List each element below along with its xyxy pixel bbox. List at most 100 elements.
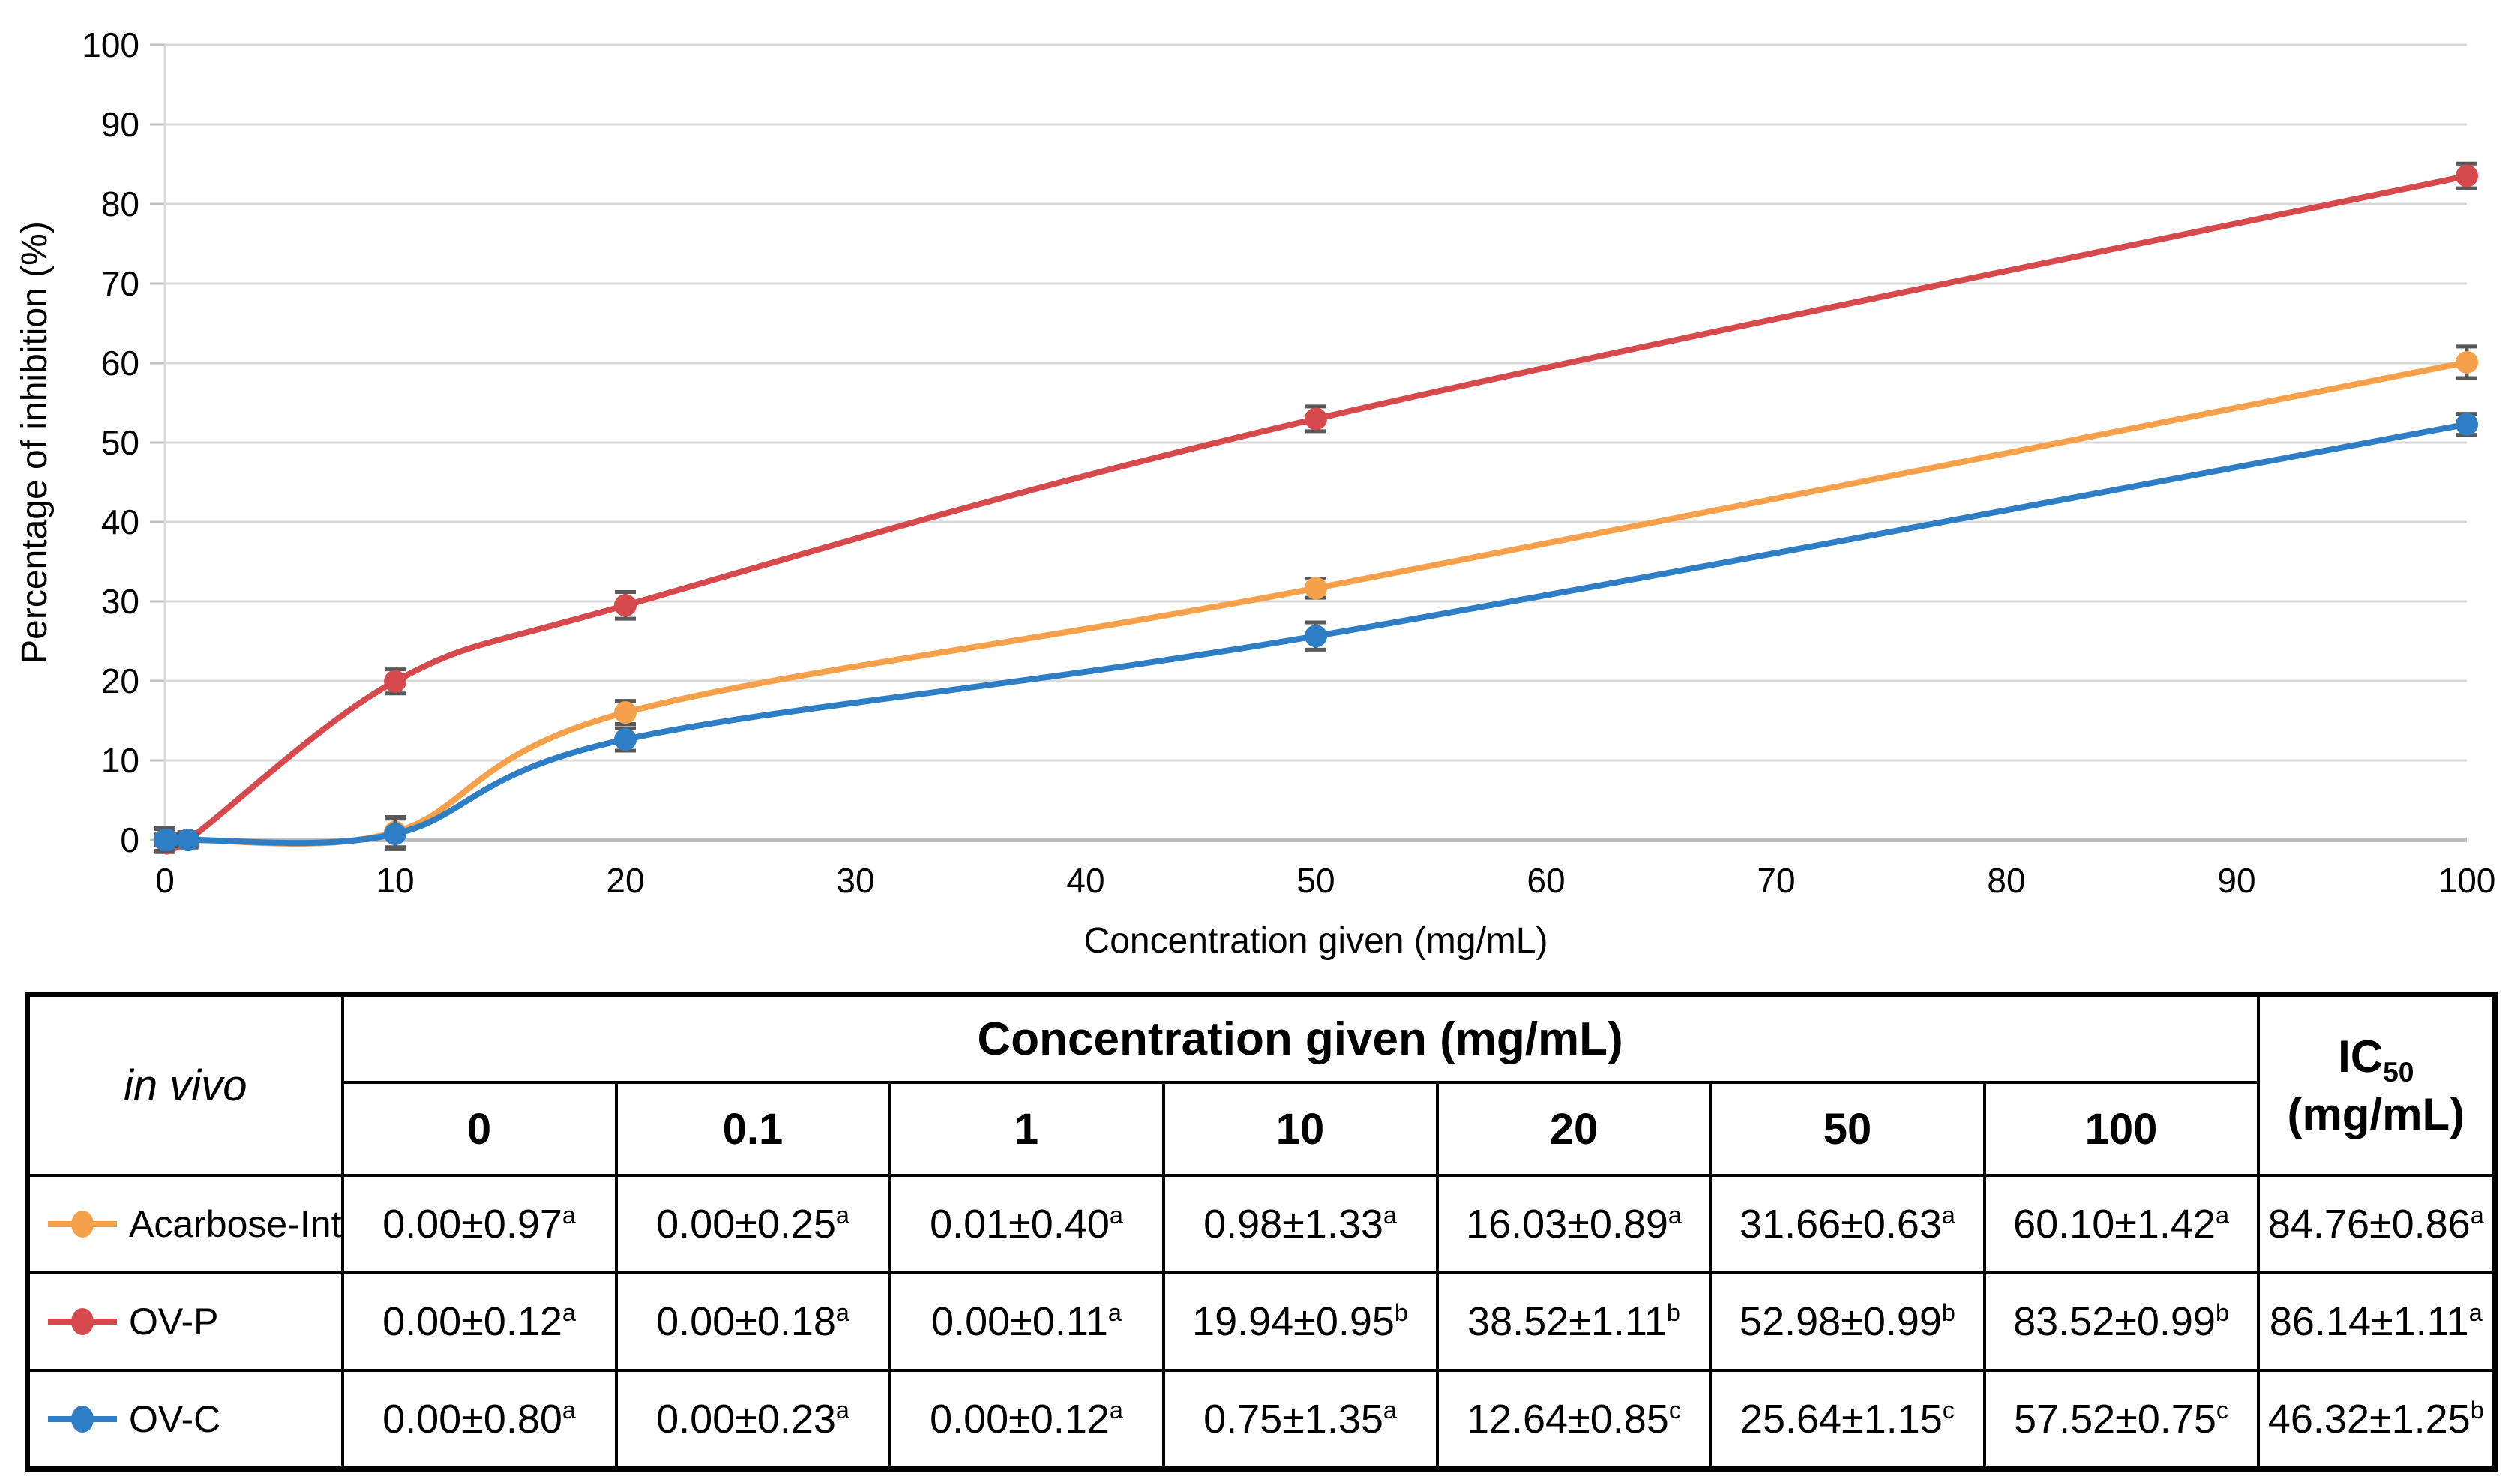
significance-superscript: c: [1668, 1396, 1682, 1424]
ic50-header-rest: (mg/mL): [2287, 1089, 2465, 1139]
y-tick-label: 60: [101, 344, 139, 382]
value-cell: 0.98±1.33a: [1161, 1174, 1439, 1274]
value-cell: 0.00±0.18a: [614, 1271, 891, 1372]
value-cell: 31.66±0.63a: [1709, 1174, 1986, 1274]
x-tick-label: 70: [1757, 861, 1795, 900]
concentration-column-header: 0.1: [614, 1081, 891, 1177]
data-point-marker: [614, 594, 637, 617]
cell-value: 0.00±0.25a: [656, 1202, 849, 1246]
x-axis-title: Concentration given (mg/mL): [1084, 921, 1548, 960]
cell-value: 0.75±1.35a: [1203, 1396, 1397, 1442]
ic50-header-base: IC: [2338, 1031, 2384, 1082]
significance-superscript: a: [1107, 1299, 1122, 1326]
cell-value: 0.00±0.23a: [656, 1396, 849, 1442]
series-line: [161, 358, 2470, 847]
cell-value: 0.00±0.12a: [382, 1299, 576, 1344]
significance-superscript: a: [2470, 1202, 2484, 1228]
cell-value: 60.10±1.42a: [2013, 1202, 2229, 1246]
group-header: Concentration given (mg/mL): [340, 992, 2260, 1084]
y-tick-label: 70: [101, 264, 139, 303]
significance-superscript: a: [562, 1396, 576, 1424]
value-cell: 60.10±1.42a: [1982, 1174, 2260, 1274]
y-tick-label: 40: [101, 502, 139, 542]
ic50-header-sub: 50: [2383, 1056, 2414, 1088]
significance-superscript: a: [562, 1202, 576, 1228]
significance-superscript: a: [1109, 1202, 1123, 1228]
cell-value: 84.76±0.86a: [2267, 1202, 2484, 1246]
significance-superscript: b: [1666, 1299, 1680, 1326]
y-tick-label: 50: [101, 423, 139, 462]
x-tick-label: 10: [376, 861, 414, 900]
results-table: in vivo Concentration given (mg/mL) IC50…: [25, 992, 2498, 1472]
significance-superscript: b: [1394, 1299, 1408, 1326]
significance-superscript: c: [1942, 1396, 1955, 1424]
cell-value: 0.98±1.33a: [1203, 1202, 1397, 1246]
value-cell: 12.64±0.85c: [1435, 1369, 1712, 1471]
data-point-marker: [384, 670, 406, 693]
data-point-marker: [1305, 577, 1327, 600]
y-tick-label: 0: [120, 820, 139, 860]
data-point-marker: [384, 823, 406, 846]
series-label: Acarbose-Int: [129, 1203, 342, 1245]
cell-value: 0.00±0.11a: [931, 1299, 1122, 1344]
concentration-column-header: 20: [1435, 1081, 1712, 1177]
cell-value: 46.32±1.25b: [2267, 1396, 2484, 1442]
data-point-marker: [2456, 164, 2478, 188]
x-tick-label: 20: [606, 861, 644, 900]
table-row: OV-P 0.00±0.12a 0.00±0.18a 0.00±0.11a 19.94±…: [25, 1271, 2497, 1372]
x-tick-label: 40: [1066, 861, 1104, 900]
value-cell: 38.52±1.11b: [1435, 1271, 1712, 1372]
value-cell: 0.01±0.40a: [888, 1174, 1165, 1274]
legend-marker-icon: [48, 1308, 117, 1335]
significance-superscript: a: [2215, 1202, 2229, 1228]
significance-superscript: a: [1668, 1202, 1682, 1228]
data-point-marker: [614, 701, 637, 724]
legend-marker-icon: [48, 1406, 117, 1432]
series-line: [161, 172, 2470, 855]
results-table-wrap: in vivo Concentration given (mg/mL) IC50…: [25, 992, 2498, 1472]
value-cell: 0.00±0.80a: [340, 1369, 618, 1471]
data-point-marker: [156, 829, 179, 851]
value-cell: 0.00±0.25a: [614, 1174, 891, 1274]
inhibition-line-chart: 0 10 20 30 40 50 60 70 80 90 100 0 10 20 30 40 50 60 70 80 9…: [15, 26, 2496, 960]
significance-superscript: a: [1109, 1396, 1123, 1424]
value-cell: 0.00±0.12a: [888, 1369, 1165, 1471]
concentration-column-header: 10: [1161, 1081, 1439, 1177]
cell-value: 83.52±0.99b: [2013, 1299, 2229, 1344]
significance-superscript: a: [1941, 1202, 1955, 1228]
x-tick-label: 100: [2438, 861, 2496, 900]
ic50-value-cell: 46.32±1.25b: [2256, 1369, 2497, 1471]
value-cell: 0.00±0.12a: [340, 1271, 618, 1372]
significance-superscript: a: [835, 1202, 849, 1228]
value-cell: 57.52±0.75c: [1982, 1369, 2260, 1471]
data-point-marker: [176, 829, 199, 851]
y-axis-title: Percentage of inhibition (%): [15, 221, 55, 664]
concentration-column-header: 100: [1982, 1081, 2260, 1177]
significance-superscript: b: [1941, 1299, 1955, 1326]
cell-value: 57.52±0.75c: [2014, 1396, 2229, 1442]
cell-value: 0.00±0.18a: [656, 1299, 849, 1344]
cell-value: 31.66±0.63a: [1739, 1202, 1955, 1246]
cell-value: 0.00±0.80a: [382, 1396, 576, 1442]
ic50-header: IC50 (mg/mL): [2256, 992, 2497, 1177]
series-label-cell: OV-P: [25, 1271, 344, 1372]
significance-superscript: a: [562, 1299, 576, 1326]
x-tick-label: 0: [155, 861, 175, 900]
value-cell: 19.94±0.95b: [1161, 1271, 1439, 1372]
y-tick-label: 10: [101, 741, 139, 780]
concentration-column-header: 1: [888, 1081, 1165, 1177]
value-cell: 16.03±0.89a: [1435, 1174, 1712, 1274]
x-tick-label: 90: [2217, 861, 2255, 900]
cell-value: 86.14±1.11a: [2269, 1299, 2483, 1344]
cell-value: 19.94±0.95b: [1192, 1299, 1408, 1344]
cell-value: 38.52±1.11b: [1467, 1299, 1680, 1344]
concentration-column-header: 0: [340, 1081, 618, 1177]
series-label-cell: OV-C: [25, 1369, 344, 1471]
y-tick-label: 20: [101, 662, 139, 700]
value-cell: 0.00±0.23a: [614, 1369, 891, 1471]
table-row: OV-C 0.00±0.80a 0.00±0.23a 0.00±0.12a 0.75±1…: [25, 1369, 2497, 1471]
significance-superscript: c: [2216, 1396, 2229, 1424]
series-OV-P: [154, 161, 2478, 855]
x-tick-label: 80: [1987, 861, 2025, 900]
y-tick-label: 90: [101, 105, 139, 144]
